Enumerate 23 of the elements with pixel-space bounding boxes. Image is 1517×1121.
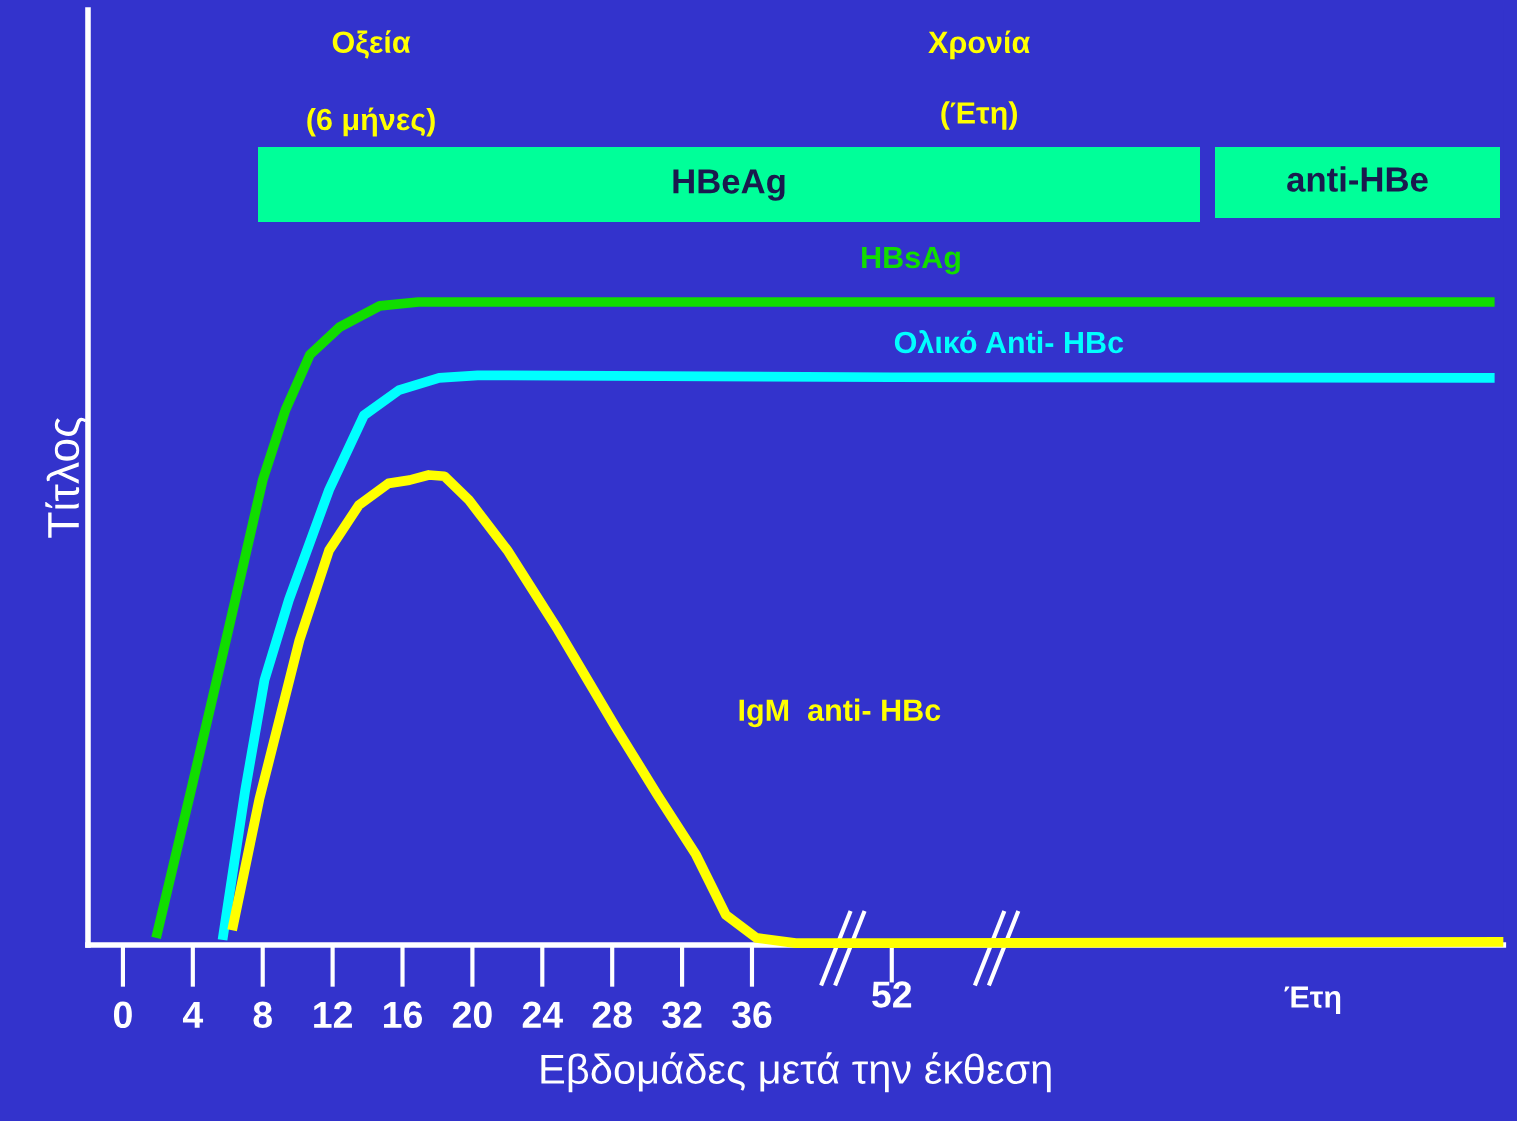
text: Έτη	[1284, 986, 1341, 1014]
x-tick-label: 24	[522, 1001, 563, 1028]
y-axis-title: Τίτλος	[45, 417, 87, 538]
text: Χρονία	[928, 30, 1030, 60]
text: anti-HBe	[1287, 166, 1428, 192]
text: 52	[872, 981, 912, 1008]
x-tick-label: 0	[113, 1001, 132, 1029]
text: (6 μήνες)	[307, 107, 435, 137]
text: (Έτη)	[941, 101, 1017, 130]
x-tick-label: 12	[314, 1001, 352, 1028]
text: HBeAg	[673, 169, 785, 201]
x-tick-label: 28	[592, 1001, 632, 1029]
x-tick-label: 16	[384, 1001, 423, 1029]
x-tick-label: 32	[662, 1001, 702, 1029]
x-axis-title: Εβδομάδες μετά την έκθεση	[541, 1052, 1051, 1093]
text: IgM anti- HBc	[739, 698, 941, 728]
series-label: Ολικό Anti- HBc	[894, 330, 1124, 354]
x-tick-label: 20	[452, 1001, 492, 1029]
x-tick-label: 36	[731, 1001, 772, 1029]
x-tick-label: 8	[253, 1001, 272, 1029]
text: Οξεία	[332, 30, 411, 59]
x-tick-label: 4	[182, 1001, 204, 1028]
series-label: HBsAg	[862, 246, 960, 275]
